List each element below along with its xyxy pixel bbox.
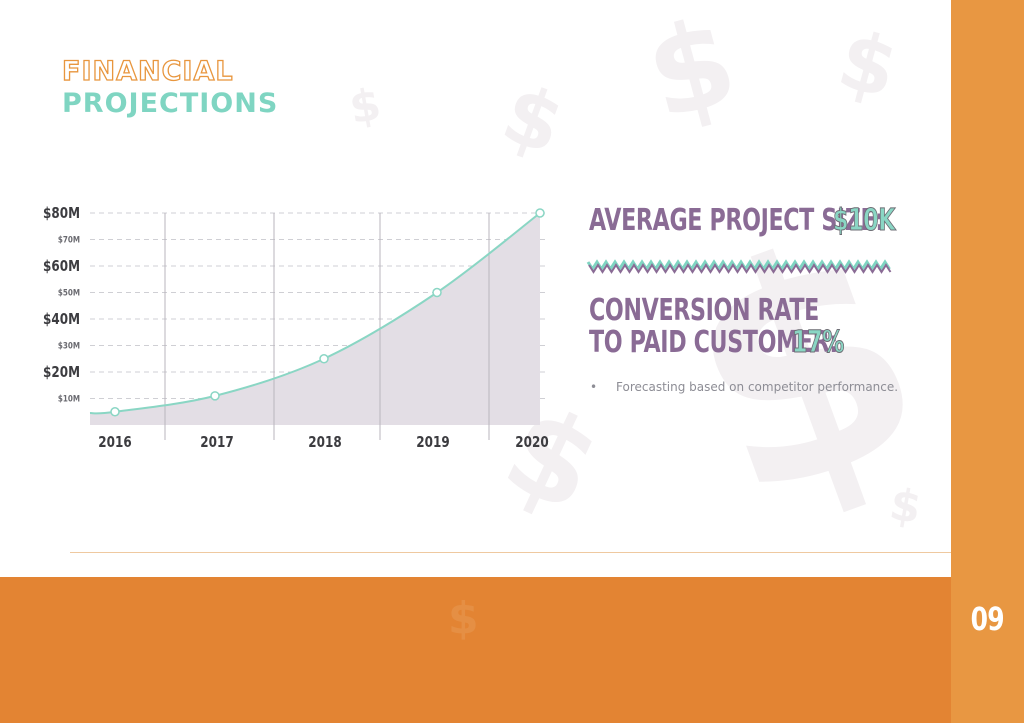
- projection-chart: $80M$70M$60M$50M$40M$30M$20M$10M 2016 201…: [43, 205, 549, 452]
- conversion-rate-value: 17%: [792, 325, 845, 360]
- area-fill: [90, 213, 540, 425]
- avg-project-size-value: $10K: [833, 203, 896, 238]
- y-tick-label: $60M: [43, 258, 80, 276]
- x-tick-label: 2019: [416, 434, 449, 452]
- zigzag-divider: [586, 259, 892, 274]
- conversion-rate-line1: CONVERSION RATE: [589, 296, 900, 326]
- y-axis-ticks: $80M $70M $60M $50M $40M $30M $20M $10M: [43, 205, 80, 404]
- y-tick-label: $10M: [58, 393, 80, 404]
- bullet-dot-icon: •: [590, 380, 598, 394]
- y-tick-label: $40M: [43, 311, 80, 329]
- avg-project-size-label: AVERAGE PROJECT SIZE:: [589, 203, 884, 238]
- conversion-label-line2: TO PAID CUSTOMER:: [589, 325, 838, 360]
- conversion-value-wrap: 17%: [792, 325, 862, 360]
- bullet-text: Forecasting based on competitor performa…: [616, 380, 899, 394]
- y-tick-label: $80M: [43, 205, 80, 223]
- x-tick-label: 2017: [200, 434, 233, 452]
- conversion-rate-line2: TO PAID CUSTOMER:: [589, 328, 925, 358]
- dollar-watermark-icon: $: [345, 78, 385, 135]
- y-tick-label: $70M: [58, 234, 80, 245]
- dollar-watermark-icon: $: [633, 0, 750, 148]
- data-point: [535, 208, 545, 218]
- x-tick-label: 2016: [98, 434, 131, 452]
- bottom-band: $: [0, 577, 1024, 723]
- page-number: 09: [970, 600, 1005, 638]
- data-point: [110, 407, 120, 417]
- data-point: [432, 287, 442, 298]
- vertical-gridlines: [164, 213, 490, 440]
- y-tick-label: $30M: [58, 340, 80, 351]
- data-point: [319, 354, 329, 364]
- points: [110, 208, 545, 417]
- x-tick-label: 2018: [308, 434, 341, 452]
- bullet-note: • Forecasting based on competitor perform…: [590, 380, 898, 394]
- dollar-watermark-icon: $: [829, 12, 907, 117]
- avg-project-size-value-wrap: $10K: [833, 203, 917, 238]
- x-axis-ticks: 2016 2017 2018 2019 2020: [98, 434, 548, 452]
- dollar-watermark-icon: $: [448, 593, 479, 644]
- area-layer: [90, 213, 540, 425]
- y-tick-label: $20M: [43, 364, 80, 382]
- dollar-watermark-icon: $: [490, 66, 576, 173]
- conversion-label-line1: CONVERSION RATE: [589, 293, 819, 328]
- y-tick-label: $50M: [58, 287, 80, 298]
- x-tick-label: 2020: [515, 434, 548, 452]
- page-number-tab: 09: [951, 577, 1024, 661]
- divider: [70, 552, 951, 553]
- data-point: [210, 391, 220, 401]
- avg-project-size: AVERAGE PROJECT SIZE:: [589, 206, 987, 236]
- dollar-watermark-icon: $: [885, 478, 925, 535]
- page-title-line2: PROJECTIONS: [62, 88, 279, 119]
- page-title-line1: FINANCIAL: [61, 56, 234, 87]
